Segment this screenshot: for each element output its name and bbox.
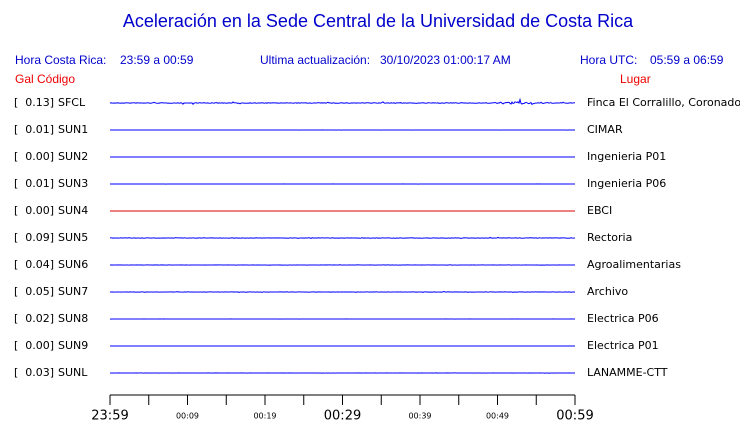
station-place: Electrica P01 [587,339,659,352]
station-place: Archivo [587,285,628,298]
gal-value: [ 0.05] [14,285,54,298]
station-place: Ingenieria P06 [587,177,666,190]
gal-value: [ 0.00] [14,150,54,163]
place-label: Lugar [620,72,651,86]
trace [109,291,576,294]
local-range: 23:59 a 00:59 [120,53,194,67]
gal-label: Gal [15,72,34,86]
update-label: Ultima actualización: [260,53,370,67]
gal-value: [ 0.00] [14,339,54,352]
trace [109,97,576,106]
gal-value: [ 0.01] [14,123,54,136]
gal-value: [ 0.02] [14,312,54,325]
station-code: SUN6 [58,258,88,271]
title: Aceleración en la Sede Central de la Uni… [123,11,634,31]
code-label: Código [37,72,75,86]
local-label: Hora Costa Rica: [15,53,106,67]
gal-value: [ 0.01] [14,177,54,190]
station-place: CIMAR [587,123,623,136]
utc-label: Hora UTC: [580,53,637,67]
station-code: SUN8 [58,312,88,325]
time-label: 23:59 [91,409,128,423]
gal-value: [ 0.04] [14,258,54,271]
station-code: SUNL [58,366,88,379]
time-label: 00:19 [253,412,276,421]
gal-value: [ 0.00] [14,204,54,217]
time-label: 00:39 [408,412,431,421]
station-code: SUN3 [58,177,88,190]
trace [109,264,576,266]
trace [109,372,576,374]
station-place: Agroalimentarias [587,258,681,271]
time-label: 00:29 [324,409,361,423]
gal-value: [ 0.03] [14,366,54,379]
time-label: 00:49 [486,412,509,421]
station-code: SUN9 [58,339,88,352]
station-code: SUN2 [58,150,88,163]
time-label: 00:09 [176,412,199,421]
station-place: Ingenieria P01 [587,150,666,163]
gal-value: [ 0.13] [14,96,54,109]
station-place: Rectoria [587,231,632,244]
time-label: 00:59 [556,409,593,423]
gal-value: [ 0.09] [14,231,54,244]
station-place: Finca El Corralillo, Coronado [587,96,740,109]
station-code: SUN5 [58,231,88,244]
station-code: SUN1 [58,123,88,136]
trace [109,236,576,240]
station-place: LANAMME-CTT [587,366,668,379]
station-code: SUN4 [58,204,88,217]
station-code: SFCL [58,96,86,109]
station-code: SUN7 [58,285,88,298]
station-place: EBCI [587,204,612,217]
station-place: Electrica P06 [587,312,659,325]
utc-range: 05:59 a 06:59 [650,53,724,67]
update-value: 30/10/2023 01:00:17 AM [380,53,511,67]
